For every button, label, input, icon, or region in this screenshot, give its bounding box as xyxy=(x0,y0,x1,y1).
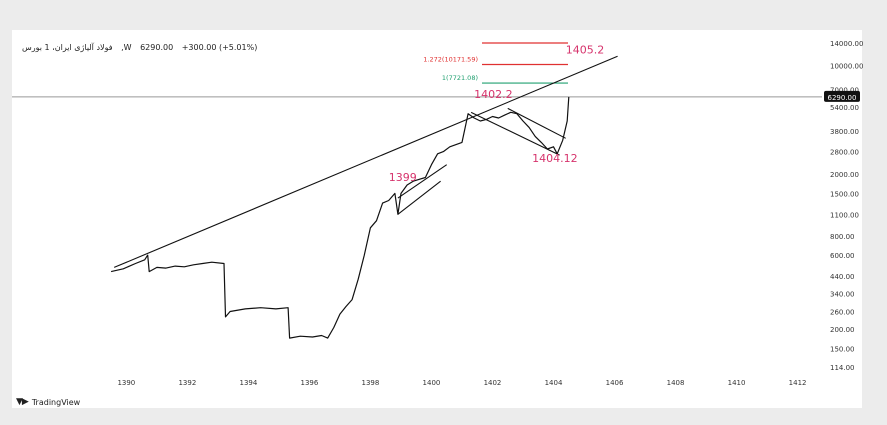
x-tick-label: 1392 xyxy=(178,379,196,387)
fib-level-label: 1.272(10171.59) xyxy=(423,56,478,64)
annotation-label: 1405.2 xyxy=(566,43,605,56)
flag-channel-lower xyxy=(397,180,441,215)
y-tick-label: 600.00 xyxy=(830,252,855,260)
symbol-name[interactable]: فولاد آلیاژی ایران، 1 xyxy=(44,43,113,52)
price-tag xyxy=(824,90,860,102)
price-series-line xyxy=(110,96,570,339)
y-tick-label: 150.00 xyxy=(830,346,855,354)
x-tick-label: 1406 xyxy=(606,379,624,387)
y-tick-label: 3800.00 xyxy=(830,128,859,136)
y-tick-label: 14000.00 xyxy=(830,40,863,48)
wedge-channel-upper xyxy=(507,107,566,139)
y-tick-label: 7000.00 xyxy=(830,87,859,95)
fib-level-label: 1(7721.08) xyxy=(442,74,478,82)
x-tick-label: 1390 xyxy=(117,379,135,387)
annotation-label: 1404.12 xyxy=(532,152,578,165)
y-tick-label: 10000.00 xyxy=(830,63,863,71)
x-tick-label: 1398 xyxy=(362,379,380,387)
footer: ▼▶ TradingView xyxy=(16,397,80,407)
tradingview-logo-icon: ▼▶ xyxy=(16,397,29,407)
y-tick-label: 200.00 xyxy=(830,326,855,334)
x-tick-label: 1410 xyxy=(728,379,746,387)
price-change: +300.00 (+5.01%) xyxy=(181,43,258,52)
y-tick-label: 114.00 xyxy=(830,364,855,372)
symbol-header: فولاد آلیاژی ایران، 1 بورس ,W 6290.00 +3… xyxy=(22,43,263,52)
x-tick-label: 1404 xyxy=(545,379,563,387)
annotation-label: 1402.2 xyxy=(474,88,513,101)
y-tick-label: 340.00 xyxy=(830,290,855,298)
chart-frame xyxy=(12,30,862,408)
y-tick-label: 800.00 xyxy=(830,233,855,241)
x-tick-label: 1402 xyxy=(484,379,502,387)
price-tag-label: 6290.00 xyxy=(828,94,857,102)
y-tick-label: 2000.00 xyxy=(830,171,859,179)
last-price: 6290.00 xyxy=(140,43,174,52)
flag-channel-upper xyxy=(397,164,448,199)
market-name: بورس ,W xyxy=(22,43,132,52)
long-trendline xyxy=(113,55,618,268)
x-tick-label: 1412 xyxy=(789,379,807,387)
x-tick-label: 1396 xyxy=(301,379,319,387)
brand-label[interactable]: TradingView xyxy=(31,397,81,407)
y-tick-label: 440.00 xyxy=(830,273,855,281)
x-tick-label: 1400 xyxy=(423,379,441,387)
y-tick-label: 1100.00 xyxy=(830,211,859,219)
annotation-label: 1399 xyxy=(389,171,417,184)
y-tick-label: 2800.00 xyxy=(830,148,859,156)
wedge-channel-lower xyxy=(470,111,560,156)
y-tick-label: 260.00 xyxy=(830,308,855,316)
x-tick-label: 1394 xyxy=(239,379,257,387)
x-tick-label: 1408 xyxy=(667,379,685,387)
y-tick-label: 5400.00 xyxy=(830,104,859,112)
y-tick-label: 1500.00 xyxy=(830,190,859,198)
